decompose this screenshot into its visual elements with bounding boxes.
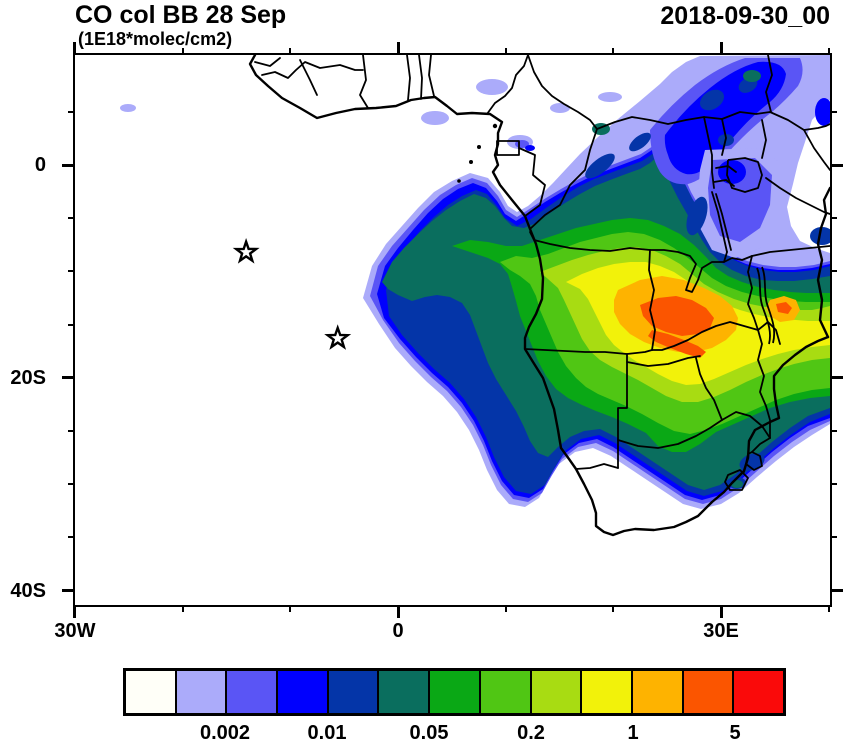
colorbar-label: 5 — [729, 722, 741, 744]
colorbar-cell-0 — [126, 671, 177, 713]
contour-fills — [120, 55, 830, 509]
y-major-tick — [62, 163, 75, 167]
x-minor-tick — [504, 48, 507, 55]
x-major-tick — [396, 605, 400, 618]
x-minor-tick — [181, 48, 184, 55]
y-axis-tick-label: 40S — [10, 579, 46, 602]
colorbar-label: 0.01 — [307, 722, 347, 744]
lakes — [726, 157, 776, 345]
timestamp-label: 2018-09-30_00 — [660, 2, 830, 30]
x-minor-tick — [181, 605, 184, 612]
y-minor-tick — [830, 430, 837, 432]
x-axis-tick-label: 30E — [703, 620, 739, 642]
y-minor-tick — [830, 536, 837, 539]
y-minor-tick — [68, 110, 75, 113]
x-minor-tick — [289, 48, 292, 55]
y-major-tick — [62, 589, 75, 593]
x-axis-tick-label: 0 — [392, 620, 404, 642]
colorbar-cell-3 — [278, 671, 329, 713]
x-major-tick — [73, 605, 77, 618]
x-minor-tick — [504, 605, 507, 612]
x-major-tick — [719, 42, 723, 55]
islands — [457, 123, 498, 183]
y-minor-tick — [830, 270, 837, 273]
open-star-marker — [232, 237, 260, 264]
colorbar-cell-2 — [227, 671, 279, 713]
colorbar-label: 0.05 — [409, 722, 449, 744]
x-minor-tick — [827, 48, 830, 55]
y-major-tick — [830, 163, 843, 167]
station-markers — [232, 237, 352, 350]
y-minor-tick — [830, 323, 837, 326]
y-minor-tick — [68, 536, 75, 539]
x-minor-tick — [612, 48, 615, 55]
open-star-marker — [324, 324, 352, 350]
colorbar-cell-8 — [531, 671, 583, 713]
x-major-tick — [396, 42, 400, 55]
y-minor-tick — [830, 110, 837, 113]
x-minor-tick — [289, 605, 292, 612]
colorbar-cell-7 — [480, 671, 532, 713]
y-major-tick — [830, 376, 843, 380]
colorbar-cell-12 — [734, 671, 783, 713]
y-minor-tick — [68, 483, 75, 486]
map-canvas — [120, 55, 830, 537]
x-minor-tick — [827, 605, 830, 612]
y-major-tick — [62, 376, 75, 380]
y-minor-tick — [68, 430, 75, 432]
y-minor-tick — [830, 483, 837, 486]
x-major-tick — [73, 42, 77, 55]
colorbar-cell-6 — [430, 671, 481, 713]
colorbar-cell-4 — [328, 671, 380, 713]
colorbar-cell-9 — [582, 671, 633, 713]
colorbar-cell-11 — [683, 671, 735, 713]
colorbar-label: 0.002 — [199, 722, 251, 744]
country-borders — [254, 55, 830, 491]
y-minor-tick — [830, 217, 837, 220]
colorbar-label: 1 — [627, 722, 639, 744]
lake-victoria — [726, 157, 763, 193]
y-minor-tick — [68, 323, 75, 326]
page-title: CO col BB 28 Sep — [75, 1, 287, 29]
y-minor-tick — [68, 217, 75, 220]
x-major-tick — [719, 605, 723, 618]
lake-malawi — [761, 266, 776, 344]
y-minor-tick — [68, 270, 75, 273]
colorbar-label: 0.2 — [517, 722, 545, 744]
colorbar-cell-1 — [176, 671, 228, 713]
y-major-tick — [830, 589, 843, 593]
x-minor-tick — [612, 605, 615, 612]
x-axis-tick-label: 30W — [54, 620, 96, 642]
colorbar — [123, 668, 786, 716]
y-axis-tick-label: 0 — [34, 154, 46, 176]
colorbar-cell-10 — [632, 671, 684, 713]
colorbar-cell-5 — [379, 671, 431, 713]
y-axis-tick-label: 20S — [10, 366, 46, 389]
units-label: (1E18*molec/cm2) — [78, 29, 233, 49]
lake-malawi — [756, 267, 771, 345]
